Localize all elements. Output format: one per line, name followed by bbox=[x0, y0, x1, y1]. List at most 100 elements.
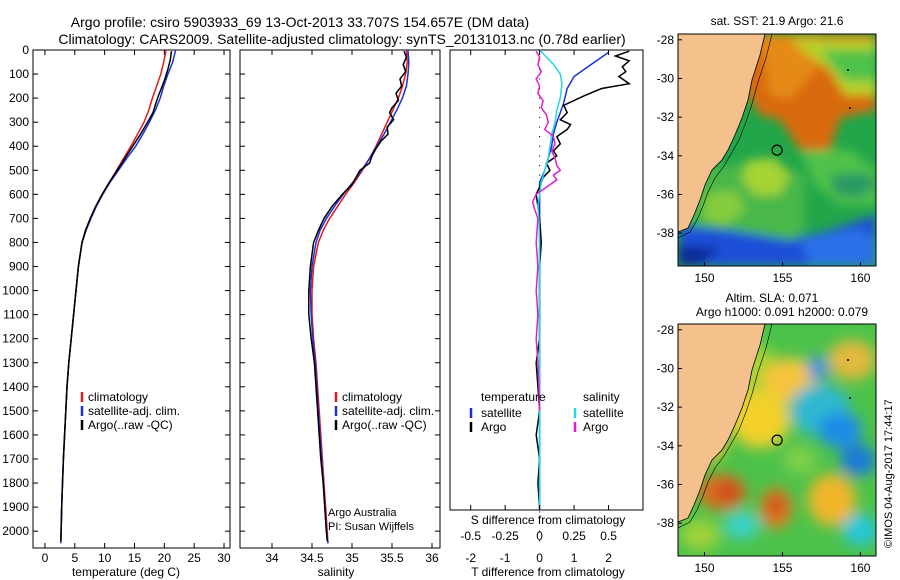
x-tick-label: 15 bbox=[128, 551, 142, 565]
x-tick-label: 0 bbox=[42, 551, 49, 565]
legend-label-sal-satellite: satellite bbox=[583, 406, 624, 420]
diff-s-tick-label: 0.25 bbox=[562, 529, 586, 543]
depth-tick-label: 400 bbox=[9, 139, 29, 153]
x-tick-label: 36 bbox=[425, 551, 439, 565]
map-x-tick-label: 155 bbox=[772, 271, 792, 285]
depth-tick-label: 1400 bbox=[2, 380, 29, 394]
salinity-x-label: salinity bbox=[318, 565, 355, 579]
t-difference-label: T difference from climatology bbox=[471, 565, 625, 579]
depth-tick-label: 900 bbox=[9, 260, 29, 274]
depth-tick-label: 600 bbox=[9, 187, 29, 201]
s-difference-label: S difference from climatology bbox=[471, 513, 626, 527]
depth-tick-label: 500 bbox=[9, 163, 29, 177]
legend-label-argo: Argo(..raw -QC) bbox=[342, 418, 427, 432]
depth-tick-label: 800 bbox=[9, 235, 29, 249]
sla-x-ticks: 150 155 160 bbox=[694, 552, 871, 575]
diff-s-tick-label: 0 bbox=[536, 529, 543, 543]
zero-dot bbox=[539, 145, 541, 147]
salinity-x-ticks: 34 34.5 35 35.5 36 bbox=[240, 49, 440, 565]
diff-s-tick-label: -0.5 bbox=[460, 529, 481, 543]
map-y-tick-label: -28 bbox=[657, 33, 675, 47]
diff-t-tick-label: -1 bbox=[500, 551, 511, 565]
salinity-axes-frame bbox=[239, 49, 441, 549]
sla-map-subtitle: Argo h1000: 0.091 h2000: 0.079 bbox=[696, 305, 868, 319]
zero-dot bbox=[539, 78, 541, 80]
salinity-panel: 34 34.5 35 35.5 36 climatologysatellite-adj.… bbox=[239, 49, 441, 579]
zero-dot bbox=[539, 530, 541, 532]
x-tick-label: 35 bbox=[345, 551, 359, 565]
zero-dot bbox=[539, 164, 541, 167]
depth-tick-label: 1800 bbox=[2, 476, 29, 490]
map-x-tick-label: 150 bbox=[694, 271, 714, 285]
legend-label-climatology: climatology bbox=[342, 390, 402, 404]
legend-label-satellite: satellite-adj. clim. bbox=[342, 404, 434, 418]
salinity-line-satellite bbox=[309, 49, 410, 544]
difference-x-ticks: -2 -1 0 1 2 -0.5 -0.25 0 0.25 0.5 bbox=[460, 50, 617, 565]
difference-axes-frame bbox=[449, 49, 644, 511]
sla-map-frame bbox=[677, 323, 877, 557]
figure-title-line-2: Climatology: CARS2009. Satellite-adjuste… bbox=[58, 31, 625, 47]
temperature-axes-frame bbox=[32, 49, 231, 549]
depth-tick-label: 700 bbox=[9, 211, 29, 225]
sla-map-panel: Altim. SLA: 0.071 Argo h1000: 0.091 h200… bbox=[657, 291, 877, 575]
sst-float-marker bbox=[771, 144, 783, 156]
diff-t-tick-label: 0 bbox=[536, 551, 543, 565]
diff-line-argo bbox=[535, 50, 632, 510]
map-x-tick-label: 160 bbox=[850, 271, 870, 285]
map-y-tick-label: -36 bbox=[657, 477, 675, 491]
depth-tick-label: 100 bbox=[9, 67, 29, 81]
argo-australia-annotation: Argo Australia bbox=[328, 507, 397, 519]
diff-line-sal-satellite bbox=[537, 49, 563, 510]
salinity-series bbox=[308, 49, 410, 544]
map-y-tick-label: -36 bbox=[657, 187, 675, 201]
map-x-tick-label: 160 bbox=[850, 561, 870, 575]
map-y-tick-label: -32 bbox=[657, 400, 675, 414]
depth-tick-label: 300 bbox=[9, 115, 29, 129]
salinity-line-argo bbox=[308, 50, 408, 541]
zero-dot bbox=[539, 174, 541, 176]
sla-y-ticks: -28 -30 -32 -34 -36 -38 bbox=[657, 323, 682, 530]
zero-dot bbox=[539, 107, 541, 109]
zero-dot bbox=[539, 136, 541, 138]
depth-tick-label: 1100 bbox=[3, 308, 29, 322]
zero-dot bbox=[539, 540, 541, 542]
zero-dot bbox=[539, 511, 541, 513]
temperature-x-ticks: 0 5 10 15 20 25 30 bbox=[42, 50, 231, 565]
legend-label-t-argo: Argo bbox=[481, 420, 507, 434]
map-y-tick-label: -28 bbox=[657, 323, 675, 337]
map-y-tick-label: -38 bbox=[657, 226, 675, 240]
figure-title-line-1: Argo profile: csiro 5903933_69 13-Oct-20… bbox=[71, 14, 529, 30]
pi-annotation: PI: Susan Wijffels bbox=[328, 521, 414, 533]
x-tick-label: 30 bbox=[217, 551, 231, 565]
legend-label-argo: Argo(..raw -QC) bbox=[88, 418, 173, 432]
map-y-tick-label: -30 bbox=[657, 71, 675, 85]
x-tick-label: 10 bbox=[98, 551, 112, 565]
legend-salinity-title: salinity bbox=[583, 390, 620, 404]
x-tick-label: 25 bbox=[188, 551, 202, 565]
x-tick-label: 20 bbox=[158, 551, 172, 565]
depth-tick-label: 1700 bbox=[2, 452, 29, 466]
depth-tick-label: 1500 bbox=[2, 404, 29, 418]
zero-dot bbox=[539, 97, 541, 99]
depth-tick-label: 1900 bbox=[2, 500, 29, 514]
map-y-tick-label: -30 bbox=[657, 361, 675, 375]
temperature-panel: 0100200300400500600700800900100011001200… bbox=[2, 43, 231, 579]
depth-tick-label: 0 bbox=[22, 43, 29, 57]
x-tick-label: 34.5 bbox=[300, 551, 324, 565]
map-x-tick-label: 155 bbox=[772, 561, 792, 575]
temperature-line-argo bbox=[60, 51, 173, 541]
sst-y-ticks: -28 -30 -32 -34 -36 -38 bbox=[657, 33, 682, 240]
map-y-tick-label: -38 bbox=[657, 516, 675, 530]
imos-credit: ©IMOS 04-Aug-2017 17:44:17 bbox=[883, 399, 895, 548]
depth-tick-label: 1200 bbox=[2, 332, 29, 346]
zero-dot bbox=[539, 155, 541, 157]
map-y-tick-label: -32 bbox=[657, 110, 675, 124]
legend-label-satellite: satellite-adj. clim. bbox=[88, 404, 180, 418]
diff-t-tick-label: -2 bbox=[465, 551, 476, 565]
sla-map-title: Altim. SLA: 0.071 bbox=[726, 291, 819, 305]
x-tick-label: 5 bbox=[71, 551, 78, 565]
legend-label-climatology: climatology bbox=[88, 390, 148, 404]
depth-tick-label: 2000 bbox=[2, 524, 29, 538]
